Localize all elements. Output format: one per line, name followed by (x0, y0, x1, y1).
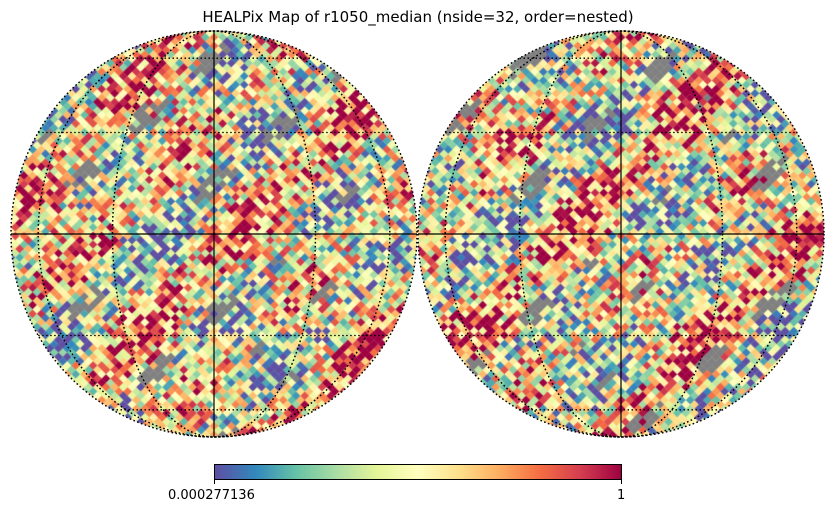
colorbar-min-label: 0.000277136 (168, 488, 255, 503)
colorbar (214, 464, 622, 480)
colorbar-max-tick (621, 480, 622, 484)
graticule (10, 30, 825, 438)
colorbar-max-label: 1 (617, 488, 626, 503)
healpix-orthographic-map (0, 0, 836, 460)
colorbar-min-tick (214, 480, 215, 484)
plot-title: HEALPix Map of r1050_median (nside=32, o… (202, 8, 634, 26)
